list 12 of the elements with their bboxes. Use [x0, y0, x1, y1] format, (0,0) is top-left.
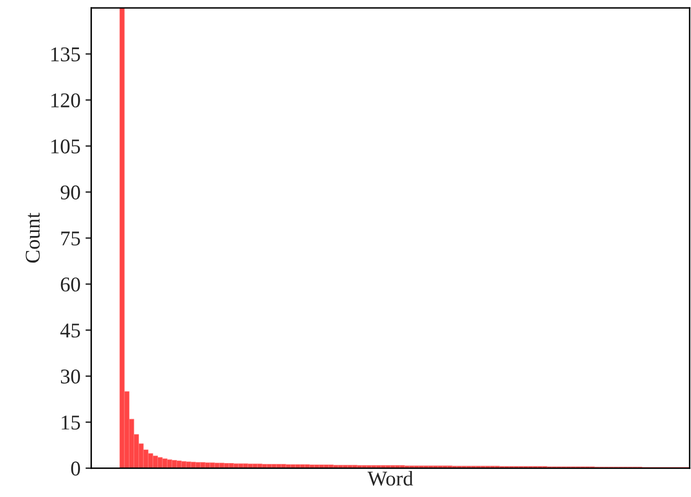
y-tick-label: 135 — [51, 47, 80, 62]
y-tick-label: 90 — [60, 185, 80, 200]
y-tick-label: 15 — [62, 416, 80, 430]
x-axis-title: Word — [368, 470, 414, 486]
y-tick-label: 120 — [51, 93, 80, 108]
y-tick-label: 75 — [61, 232, 80, 246]
y-tick-label: 45 — [60, 324, 80, 338]
y-tick-label: 30 — [60, 370, 80, 384]
y-tick-label: 0 — [71, 462, 80, 476]
y-axis-title: Count — [26, 212, 40, 263]
y-tick-label: 105 — [51, 139, 80, 154]
y-tick-label: 60 — [60, 277, 80, 292]
